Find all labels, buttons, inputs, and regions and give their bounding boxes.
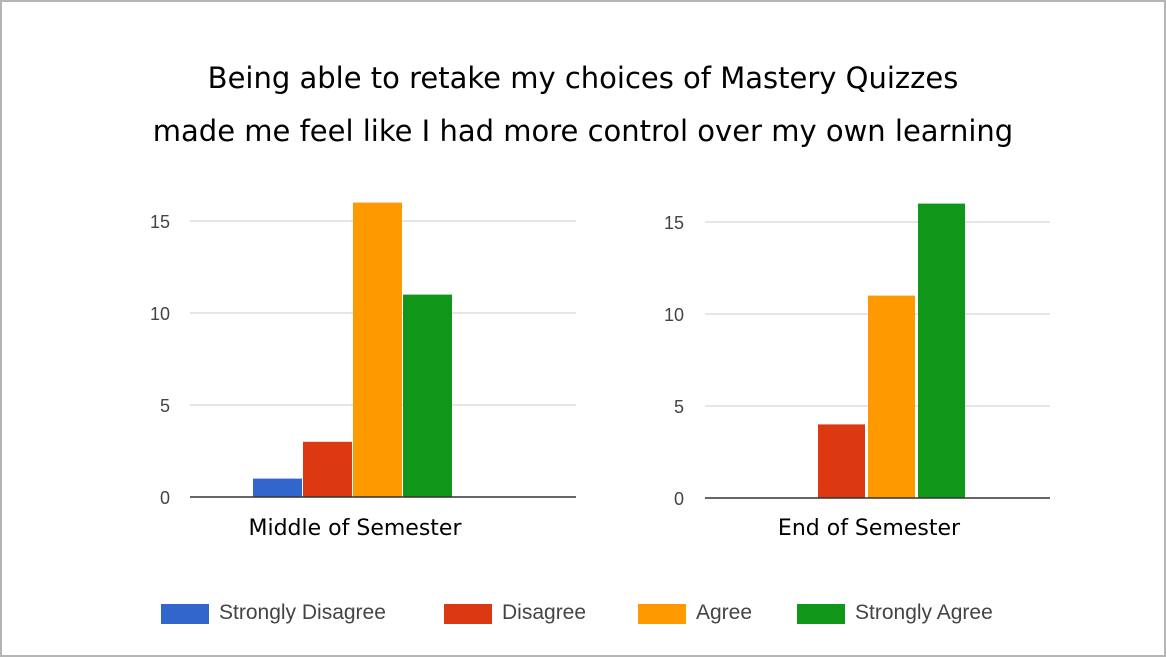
y-tick-label: 10 xyxy=(150,304,170,324)
y-tick-label: 0 xyxy=(674,489,684,509)
legend-label: Disagree xyxy=(502,601,587,624)
x-axis-label-middle: Middle of Semester xyxy=(248,516,462,541)
bar-disagree xyxy=(303,441,352,497)
bar-strongly-disagree xyxy=(253,478,302,497)
y-tick-label: 15 xyxy=(664,213,684,233)
bar-agree xyxy=(868,295,915,498)
y-tick-label: 15 xyxy=(150,212,170,232)
legend: Strongly Disagree Disagree Agree Strongl… xyxy=(0,599,1166,629)
chart-middle-of-semester: 0 5 10 15 xyxy=(150,202,576,508)
legend-label: Agree xyxy=(696,601,753,624)
legend-swatch xyxy=(444,604,492,624)
legend-swatch xyxy=(638,604,686,624)
x-axis-label-end: End of Semester xyxy=(777,516,961,541)
legend-label: Strongly Disagree xyxy=(219,601,386,624)
y-tick-label: 5 xyxy=(160,396,170,416)
bar-strongly-agree xyxy=(403,294,452,497)
chart-title: Being able to retake my choices of Maste… xyxy=(0,52,1166,158)
legend-label: Strongly Agree xyxy=(855,601,993,624)
bar-agree xyxy=(353,202,402,497)
bar-disagree xyxy=(818,424,865,498)
legend-swatch xyxy=(797,604,845,624)
y-tick-label: 10 xyxy=(664,305,684,325)
bar-strongly-agree xyxy=(918,203,965,498)
y-tick-label: 0 xyxy=(160,488,170,508)
chart-end-of-semester: 0 5 10 15 xyxy=(664,203,1050,509)
y-tick-label: 5 xyxy=(674,397,684,417)
legend-swatch xyxy=(161,604,209,624)
title-line-1: Being able to retake my choices of Maste… xyxy=(207,61,959,95)
title-line-2: made me feel like I had more control ove… xyxy=(152,114,1014,148)
